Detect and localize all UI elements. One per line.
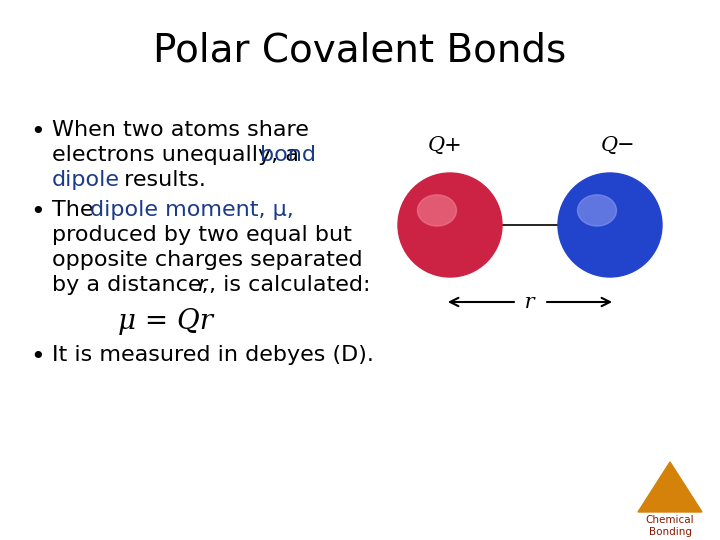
Text: Q−: Q− — [600, 136, 635, 155]
Text: by a distance,: by a distance, — [52, 275, 215, 295]
Text: dipole: dipole — [52, 170, 120, 190]
Text: produced by two equal but: produced by two equal but — [52, 225, 352, 245]
Text: r: r — [518, 294, 541, 313]
Text: electrons unequally, a: electrons unequally, a — [52, 145, 306, 165]
Text: results.: results. — [117, 170, 206, 190]
Ellipse shape — [558, 173, 662, 277]
Text: bond: bond — [260, 145, 316, 165]
Text: Chemical
Bonding: Chemical Bonding — [646, 515, 694, 537]
Text: opposite charges separated: opposite charges separated — [52, 250, 363, 270]
Text: It is measured in debyes (D).: It is measured in debyes (D). — [52, 345, 374, 365]
Text: •: • — [30, 200, 45, 224]
Text: •: • — [30, 120, 45, 144]
Ellipse shape — [577, 195, 616, 226]
Ellipse shape — [418, 195, 456, 226]
Text: When two atoms share: When two atoms share — [52, 120, 309, 140]
Text: The: The — [52, 200, 101, 220]
Text: μ = Qr: μ = Qr — [117, 308, 212, 335]
Text: •: • — [30, 345, 45, 369]
Ellipse shape — [398, 173, 502, 277]
Polygon shape — [638, 462, 702, 512]
Text: Polar Covalent Bonds: Polar Covalent Bonds — [153, 31, 567, 69]
Text: Q+: Q+ — [428, 136, 462, 155]
Text: , is calculated:: , is calculated: — [209, 275, 371, 295]
Text: r: r — [197, 275, 206, 295]
Text: dipole moment, μ,: dipole moment, μ, — [90, 200, 294, 220]
